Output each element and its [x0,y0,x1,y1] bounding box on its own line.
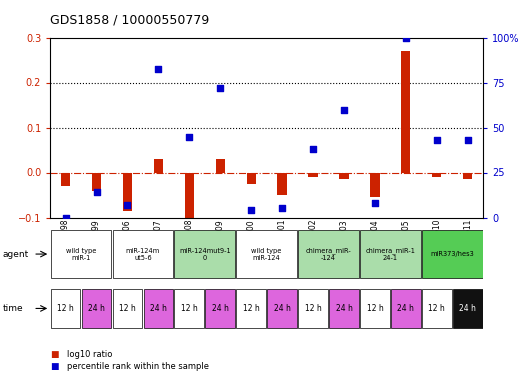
Text: 24 h: 24 h [150,304,167,313]
Point [278,205,286,211]
Bar [174,289,204,328]
Point [432,137,441,143]
Bar [174,230,235,278]
Bar [267,289,297,328]
Bar [51,289,80,328]
Point [340,106,348,112]
Bar [112,230,173,278]
Text: chimera_miR-
-124: chimera_miR- -124 [306,247,351,261]
Point [154,66,163,72]
Text: percentile rank within the sample: percentile rank within the sample [67,362,209,371]
Text: 12 h: 12 h [181,304,197,313]
Bar [123,172,132,211]
Text: time: time [3,304,23,313]
Bar [463,172,472,179]
Bar [391,289,421,328]
Bar [422,289,451,328]
Bar [237,289,266,328]
Text: 24 h: 24 h [88,304,105,313]
Bar [340,172,348,179]
Bar [277,172,287,195]
Text: ■: ■ [50,362,59,371]
Bar [308,172,318,177]
Text: 24 h: 24 h [459,304,476,313]
Text: 24 h: 24 h [398,304,414,313]
Bar [432,172,441,177]
Text: 12 h: 12 h [428,304,445,313]
Text: 24 h: 24 h [212,304,229,313]
Bar [92,172,101,190]
Bar [82,289,111,328]
Text: 12 h: 12 h [57,304,74,313]
Point [402,34,410,40]
Point [185,134,194,140]
Bar [329,289,359,328]
Point [123,202,131,208]
Bar [360,230,421,278]
Bar [453,289,483,328]
Text: GDS1858 / 10000550779: GDS1858 / 10000550779 [50,13,210,26]
Point [216,85,224,91]
Bar [360,289,390,328]
Bar [154,159,163,172]
Point [92,189,101,195]
Bar [401,51,410,172]
Point [309,146,317,152]
Point [464,137,472,143]
Text: 24 h: 24 h [335,304,352,313]
Text: chimera_miR-1
24-1: chimera_miR-1 24-1 [365,247,416,261]
Text: wild type
miR-124: wild type miR-124 [251,248,282,261]
Text: 24 h: 24 h [274,304,290,313]
Text: miR373/hes3: miR373/hes3 [430,251,474,257]
Text: 12 h: 12 h [243,304,260,313]
Text: log10 ratio: log10 ratio [67,350,112,359]
Point [61,214,70,220]
Bar [370,172,380,197]
Text: miR-124mut9-1
0: miR-124mut9-1 0 [179,248,231,261]
Bar [237,230,297,278]
Point [371,200,379,206]
Bar [61,172,70,186]
Bar [144,289,173,328]
Text: agent: agent [3,250,29,259]
Bar [185,172,194,222]
Text: 12 h: 12 h [305,304,322,313]
Point [247,207,256,213]
Text: miR-124m
ut5-6: miR-124m ut5-6 [126,248,160,261]
Bar [298,230,359,278]
Bar [51,230,111,278]
Bar [422,230,483,278]
Text: 12 h: 12 h [366,304,383,313]
Bar [215,159,225,172]
Text: wild type
miR-1: wild type miR-1 [66,248,96,261]
Bar [205,289,235,328]
Text: 12 h: 12 h [119,304,136,313]
Bar [112,289,143,328]
Bar [298,289,328,328]
Text: ■: ■ [50,350,59,359]
Bar [247,172,256,184]
